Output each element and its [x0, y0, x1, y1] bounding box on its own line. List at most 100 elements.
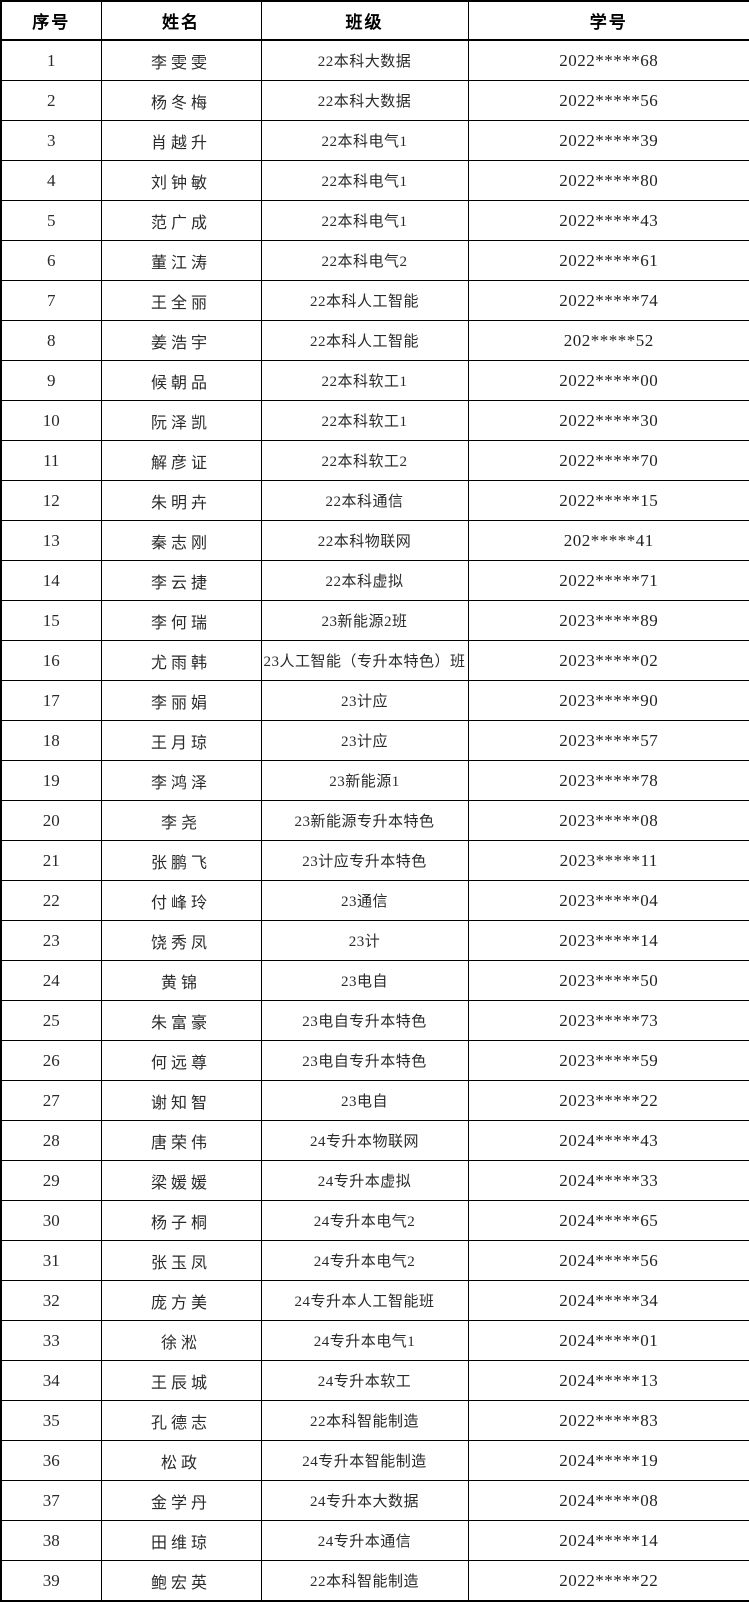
cell-index: 22 — [0, 880, 102, 921]
cell-student-id: 2022*****61 — [467, 240, 749, 281]
cell-student-id: 2023*****78 — [467, 760, 749, 801]
cell-class: 24专升本大数据 — [260, 1480, 469, 1521]
table-row: 31 张玉凤 24专升本电气2 2024*****56 — [0, 1240, 749, 1281]
cell-index: 1 — [0, 39, 102, 81]
cell-class: 22本科人工智能 — [260, 280, 469, 321]
cell-name: 王辰城 — [100, 1360, 262, 1401]
cell-student-id: 2024*****13 — [467, 1360, 749, 1401]
cell-name: 黄锦 — [100, 960, 262, 1001]
cell-class: 22本科电气1 — [260, 120, 469, 161]
table-row: 22 付峰玲 23通信 2023*****04 — [0, 880, 749, 921]
cell-class: 23新能源2班 — [260, 600, 469, 641]
cell-class: 22本科虚拟 — [260, 560, 469, 601]
table-row: 8 姜浩宇 22本科人工智能 202*****52 — [0, 320, 749, 361]
cell-class: 22本科软工1 — [260, 400, 469, 441]
table-row: 36 松政 24专升本智能制造 2024*****19 — [0, 1440, 749, 1481]
table-row: 33 徐淞 24专升本电气1 2024*****01 — [0, 1320, 749, 1361]
table-row: 14 李云捷 22本科虚拟 2022*****71 — [0, 560, 749, 601]
cell-student-id: 202*****52 — [467, 320, 749, 361]
cell-class: 23计应专升本特色 — [260, 840, 469, 881]
cell-name: 肖越升 — [100, 120, 262, 161]
table-row: 6 董江涛 22本科电气2 2022*****61 — [0, 240, 749, 281]
table-row: 37 金学丹 24专升本大数据 2024*****08 — [0, 1480, 749, 1521]
cell-class: 23电自专升本特色 — [260, 1040, 469, 1081]
cell-student-id: 2022*****80 — [467, 160, 749, 201]
cell-index: 3 — [0, 120, 102, 161]
cell-index: 35 — [0, 1400, 102, 1441]
cell-name: 杨子桐 — [100, 1200, 262, 1241]
table-row: 15 李何瑞 23新能源2班 2023*****89 — [0, 600, 749, 641]
cell-name: 李雯雯 — [100, 39, 262, 81]
table-row: 23 饶秀凤 23计 2023*****14 — [0, 920, 749, 961]
cell-class: 23计应 — [260, 720, 469, 761]
cell-index: 18 — [0, 720, 102, 761]
cell-name: 杨冬梅 — [100, 80, 262, 121]
table-row: 32 庞方美 24专升本人工智能班 2024*****34 — [0, 1280, 749, 1321]
cell-index: 10 — [0, 400, 102, 441]
cell-name: 王全丽 — [100, 280, 262, 321]
cell-student-id: 2024*****14 — [467, 1520, 749, 1561]
cell-index: 33 — [0, 1320, 102, 1361]
cell-index: 26 — [0, 1040, 102, 1081]
cell-class: 22本科电气1 — [260, 160, 469, 201]
table-row: 12 朱明卉 22本科通信 2022*****15 — [0, 480, 749, 521]
cell-name: 梁媛媛 — [100, 1160, 262, 1201]
cell-class: 22本科智能制造 — [260, 1560, 469, 1602]
cell-student-id: 2023*****90 — [467, 680, 749, 721]
cell-index: 39 — [0, 1560, 102, 1602]
table-row: 10 阮泽凯 22本科软工1 2022*****30 — [0, 400, 749, 441]
cell-student-id: 2022*****74 — [467, 280, 749, 321]
cell-index: 5 — [0, 200, 102, 241]
column-header-index: 序号 — [0, 0, 102, 41]
cell-name: 张鹏飞 — [100, 840, 262, 881]
cell-class: 22本科人工智能 — [260, 320, 469, 361]
table-row: 34 王辰城 24专升本软工 2024*****13 — [0, 1360, 749, 1401]
column-header-class: 班级 — [260, 0, 469, 41]
cell-student-id: 2024*****65 — [467, 1200, 749, 1241]
cell-name: 张玉凤 — [100, 1240, 262, 1281]
cell-class: 22本科软工1 — [260, 360, 469, 401]
cell-index: 2 — [0, 80, 102, 121]
table-row: 39 鲍宏英 22本科智能制造 2022*****22 — [0, 1560, 749, 1602]
cell-student-id: 2023*****50 — [467, 960, 749, 1001]
table-row: 13 秦志刚 22本科物联网 202*****41 — [0, 520, 749, 561]
cell-class: 24专升本通信 — [260, 1520, 469, 1561]
cell-index: 6 — [0, 240, 102, 281]
table-row: 5 范广成 22本科电气1 2022*****43 — [0, 200, 749, 241]
cell-student-id: 2023*****73 — [467, 1000, 749, 1041]
cell-index: 17 — [0, 680, 102, 721]
cell-name: 候朝品 — [100, 360, 262, 401]
cell-name: 阮泽凯 — [100, 400, 262, 441]
cell-index: 34 — [0, 1360, 102, 1401]
table-row: 9 候朝品 22本科软工1 2022*****00 — [0, 360, 749, 401]
cell-student-id: 2023*****11 — [467, 840, 749, 881]
cell-class: 23电自 — [260, 1080, 469, 1121]
cell-index: 14 — [0, 560, 102, 601]
cell-name: 李丽娟 — [100, 680, 262, 721]
header-row: 序号 姓名 班级 学号 — [0, 0, 749, 41]
cell-student-id: 2022*****22 — [467, 1560, 749, 1602]
table-row: 26 何远尊 23电自专升本特色 2023*****59 — [0, 1040, 749, 1081]
cell-student-id: 2022*****83 — [467, 1400, 749, 1441]
cell-name: 刘钟敏 — [100, 160, 262, 201]
cell-index: 13 — [0, 520, 102, 561]
cell-index: 12 — [0, 480, 102, 521]
cell-student-id: 2022*****71 — [467, 560, 749, 601]
cell-name: 谢知智 — [100, 1080, 262, 1121]
table-row: 24 黄锦 23电自 2023*****50 — [0, 960, 749, 1001]
cell-name: 李尧 — [100, 800, 262, 841]
cell-name: 松政 — [100, 1440, 262, 1481]
cell-name: 李云捷 — [100, 560, 262, 601]
table-row: 29 梁媛媛 24专升本虚拟 2024*****33 — [0, 1160, 749, 1201]
cell-name: 解彦证 — [100, 440, 262, 481]
table-row: 25 朱富豪 23电自专升本特色 2023*****73 — [0, 1000, 749, 1041]
table-body: 1 李雯雯 22本科大数据 2022*****68 2 杨冬梅 22本科大数据 … — [0, 39, 749, 1602]
cell-class: 24专升本智能制造 — [260, 1440, 469, 1481]
table-row: 16 尤雨韩 23人工智能（专升本特色）班 2023*****02 — [0, 640, 749, 681]
table-row: 35 孔德志 22本科智能制造 2022*****83 — [0, 1400, 749, 1441]
cell-student-id: 2022*****70 — [467, 440, 749, 481]
cell-index: 7 — [0, 280, 102, 321]
cell-name: 金学丹 — [100, 1480, 262, 1521]
cell-index: 29 — [0, 1160, 102, 1201]
cell-name: 鲍宏英 — [100, 1560, 262, 1602]
